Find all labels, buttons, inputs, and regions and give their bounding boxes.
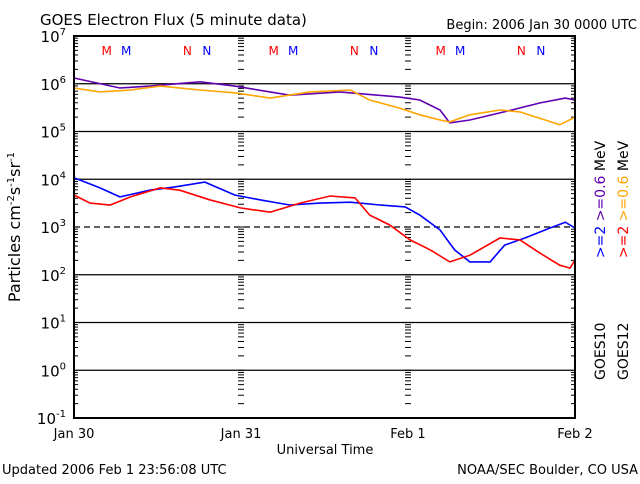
marker-m: M bbox=[288, 44, 298, 58]
y-tick-labels: 107 106 105 104 103 102 101 100 10-1 bbox=[37, 27, 66, 428]
series-line-3 bbox=[73, 186, 576, 270]
marker-m: M bbox=[269, 44, 279, 58]
marker-n: N bbox=[202, 44, 211, 58]
svg-text:GOES10 >=2 >=0.6 MeV: GOES10 >=2 >=0.6 MeV bbox=[593, 140, 609, 380]
legend-goes12: GOES12 >=2 >=0.6 MeV bbox=[616, 140, 632, 380]
legend-goes10-label: GOES10 bbox=[593, 323, 609, 380]
y-tick-label: 107 bbox=[41, 27, 66, 46]
legend-goes12-2mev: >=2 bbox=[616, 226, 632, 258]
plot-frame bbox=[73, 35, 576, 419]
legend-goes12-06mev: >=0.6 bbox=[616, 175, 632, 221]
chart-title: GOES Electron Flux (5 minute data) bbox=[40, 11, 307, 29]
legend-goes12-label: GOES12 bbox=[616, 323, 632, 380]
marker-n: N bbox=[517, 44, 526, 58]
legend-goes10-unit: MeV bbox=[593, 140, 609, 171]
svg-text:GOES12 >=2 >=0.6 MeV: GOES12 >=2 >=0.6 MeV bbox=[616, 140, 632, 380]
y-axis-label: Particles cm-2s-1sr-1 bbox=[5, 152, 24, 302]
legend-goes10: GOES10 >=2 >=0.6 MeV bbox=[593, 140, 609, 380]
grid-lines bbox=[74, 83, 575, 371]
y-axis-label-text: Particles cm bbox=[5, 205, 24, 302]
data-series bbox=[73, 77, 576, 270]
marker-n: N bbox=[350, 44, 359, 58]
legend-goes10-06mev: >=0.6 bbox=[593, 175, 609, 221]
x-tick-labels: Jan 30 Jan 31 Feb 1 Feb 2 bbox=[53, 427, 593, 442]
source-label: NOAA/SEC Boulder, CO USA bbox=[457, 463, 638, 478]
y-tick-label: 102 bbox=[41, 266, 66, 285]
x-axis-label: Universal Time bbox=[277, 443, 374, 458]
legend-goes12-unit: MeV bbox=[616, 140, 632, 171]
x-tick-label: Jan 30 bbox=[53, 427, 95, 442]
marker-m: M bbox=[455, 44, 465, 58]
series-line-0 bbox=[73, 77, 576, 124]
axis-ticks bbox=[74, 37, 575, 419]
y-tick-label: 103 bbox=[41, 218, 66, 237]
y-tick-label: 101 bbox=[41, 314, 66, 333]
begin-time: Begin: 2006 Jan 30 0000 UTC bbox=[446, 18, 637, 33]
y-tick-label: 106 bbox=[41, 75, 66, 94]
series-line-1 bbox=[73, 85, 576, 126]
marker-m: M bbox=[436, 44, 446, 58]
y-tick-label: 100 bbox=[41, 361, 66, 380]
updated-time: Updated 2006 Feb 1 23:56:08 UTC bbox=[2, 463, 227, 478]
marker-m: M bbox=[102, 44, 112, 58]
x-tick-label: Feb 1 bbox=[390, 427, 425, 442]
y-tick-label: 105 bbox=[41, 123, 66, 142]
y-tick-label: 10-1 bbox=[37, 409, 66, 428]
marker-n: N bbox=[183, 44, 192, 58]
x-tick-label: Jan 31 bbox=[220, 427, 262, 442]
y-tick-label: 104 bbox=[41, 170, 66, 189]
legend-goes10-2mev: >=2 bbox=[593, 226, 609, 258]
marker-n: N bbox=[536, 44, 545, 58]
x-tick-label: Feb 2 bbox=[557, 427, 592, 442]
marker-m: M bbox=[121, 44, 131, 58]
marker-n: N bbox=[369, 44, 378, 58]
